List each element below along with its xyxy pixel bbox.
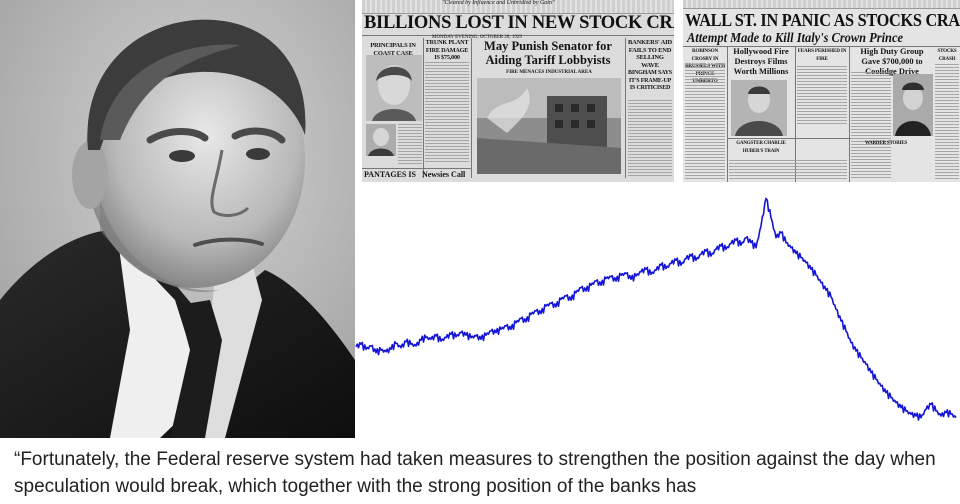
column-headline: STOCKS CRASH bbox=[937, 49, 957, 62]
portrait-photo bbox=[0, 0, 355, 438]
newspaper-front-page-right: WALL ST. IN PANIC AS STOCKS CRASH Attemp… bbox=[683, 0, 960, 182]
column-headline: GANGSTER CHARLIE HUBER'S TRAIN bbox=[736, 141, 786, 154]
bottom-headline-b: Newsies Call bbox=[421, 170, 466, 179]
newspaper-front-page-left: "Cleared by Influence and Unbridled by G… bbox=[362, 0, 674, 182]
story-headline: High Duty Group Gave $700,000 to Coolidg… bbox=[860, 47, 924, 76]
article-text bbox=[851, 72, 891, 180]
series-line bbox=[355, 197, 957, 421]
column-headline: WARDER STORIES bbox=[864, 141, 908, 146]
divider bbox=[362, 168, 472, 169]
newspaper-headline: WALL ST. IN PANIC AS STOCKS CRASH bbox=[685, 10, 960, 30]
divider bbox=[727, 47, 728, 182]
column-headline: BANKERS' AID FAILS TO END SELLING WAVE bbox=[627, 39, 672, 69]
woman-photo bbox=[372, 65, 416, 121]
column-headline: FEARS PERISHED IN FIRE bbox=[797, 48, 847, 62]
article-text bbox=[685, 64, 725, 180]
quote-text: “Fortunately, the Federal reserve system… bbox=[14, 449, 936, 497]
divider bbox=[362, 35, 674, 36]
portrait-image bbox=[0, 0, 355, 438]
portrait-photo bbox=[366, 55, 422, 121]
newspaper-masthead: "Cleared by Influence and Unbridled by G… bbox=[362, 0, 674, 14]
column-headline: PRINCIPALS IN COAST CASE bbox=[370, 42, 416, 57]
divider bbox=[471, 38, 472, 178]
column-headline: TRUNK PLANT FIRE DAMAGE IS $75,000 bbox=[425, 39, 469, 61]
article-text bbox=[628, 100, 672, 178]
prince-photo bbox=[731, 80, 787, 136]
column-headline: BINGHAM SAYS IT'S FRAME-UP IS CRITICISED bbox=[628, 70, 672, 91]
fire-photo bbox=[477, 78, 621, 174]
man-photo bbox=[893, 74, 933, 136]
stock-market-line-chart bbox=[355, 197, 957, 421]
divider bbox=[727, 138, 851, 139]
newspaper-masthead bbox=[683, 0, 960, 9]
article-text bbox=[797, 66, 847, 126]
divider bbox=[625, 38, 626, 178]
story-headline: May Punish Senator for Aiding Tariff Lob… bbox=[484, 39, 612, 67]
bottom-headline: PANTAGES IS Newsies Call bbox=[364, 170, 465, 179]
photo-caption: FIRE MENACES INDUSTRIAL AREA bbox=[506, 70, 592, 75]
divider bbox=[423, 38, 424, 178]
article-text bbox=[398, 124, 422, 164]
newspaper-motto: "Cleared by Influence and Unbridled by G… bbox=[442, 0, 555, 6]
bottom-headline-a: PANTAGES IS bbox=[364, 170, 416, 179]
divider bbox=[795, 47, 796, 182]
article-text bbox=[935, 64, 959, 180]
article-text bbox=[425, 62, 469, 162]
divider bbox=[849, 47, 850, 182]
article-text bbox=[729, 160, 847, 180]
newspaper-subhead: Attempt Made to Kill Italy's Crown Princ… bbox=[687, 30, 903, 45]
newspaper-headline: BILLIONS LOST IN NEW STOCK CRASH bbox=[364, 13, 674, 33]
divider bbox=[683, 46, 960, 47]
story-headline: Hollywood Fire Destroys Films Worth Mill… bbox=[733, 47, 789, 76]
newspaper-date-line: MONDAY EVENING, OCTOBER 28, 1929 bbox=[432, 35, 522, 40]
man-photo bbox=[366, 124, 396, 156]
